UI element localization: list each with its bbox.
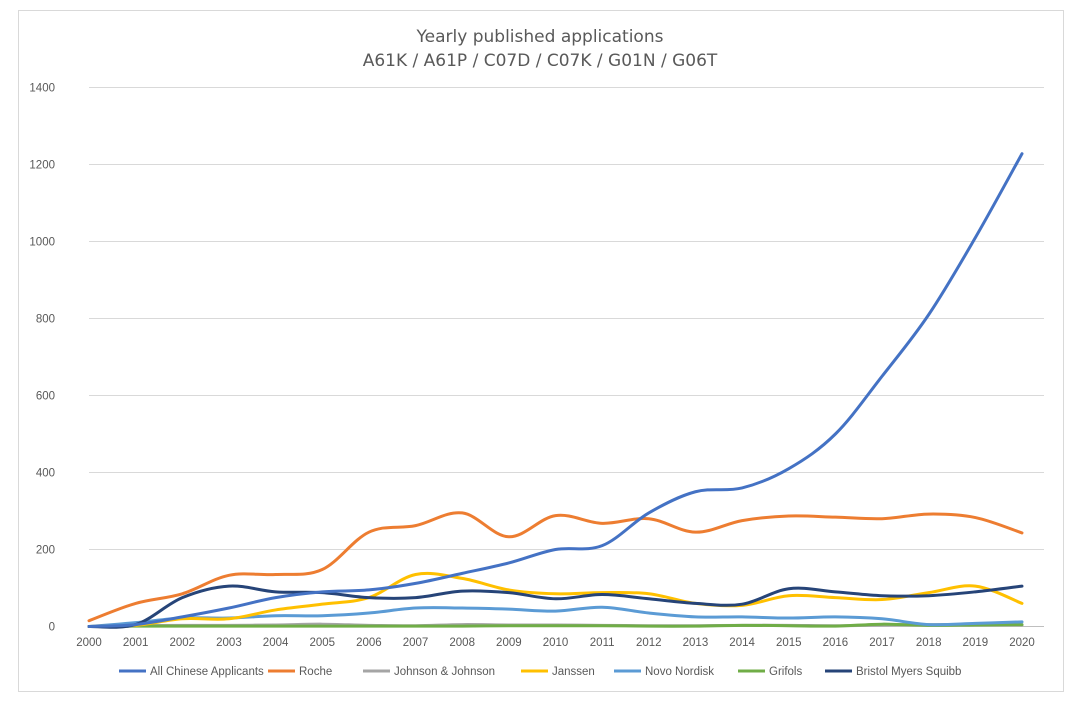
legend-label: All Chinese Applicants [150, 666, 264, 678]
y-tick-label: 1200 [29, 160, 55, 172]
x-tick-label: 2017 [869, 637, 895, 649]
y-tick-label: 0 [49, 622, 55, 634]
y-tick-label: 1000 [29, 237, 55, 249]
y-tick-label: 1400 [29, 83, 55, 95]
y-tick-label: 200 [36, 545, 55, 557]
x-tick-label: 2011 [590, 637, 615, 649]
legend-label: Novo Nordisk [645, 666, 714, 678]
x-tick-label: 2016 [823, 637, 849, 649]
x-axis-ticks: 2000 2001 2002 2003 2004 2005 2006 2007 2008 2009… [76, 637, 1035, 649]
x-tick-label: 2014 [729, 637, 755, 649]
legend-label: Grifols [769, 666, 802, 678]
legend-label: Bristol Myers Squibb [856, 666, 961, 678]
x-tick-label: 2019 [963, 637, 989, 649]
x-tick-label: 2015 [776, 637, 802, 649]
series-line-bristol-myers-squibb [87, 584, 1024, 629]
series-line-janssen [87, 571, 1024, 628]
x-tick-label: 2013 [683, 637, 709, 649]
legend-label: Johnson & Johnson [394, 666, 495, 678]
legend-label: Janssen [552, 666, 595, 678]
x-tick-label: 2005 [309, 637, 335, 649]
gridlines [89, 87, 1044, 627]
legend-label: Roche [299, 666, 332, 678]
x-tick-label: 2004 [263, 637, 289, 649]
x-tick-label: 2001 [123, 637, 149, 649]
series-lines [87, 152, 1024, 629]
x-tick-label: 2003 [216, 637, 242, 649]
legend: All Chinese Applicants Roche Johnson & Joh… [119, 666, 961, 678]
y-tick-label: 400 [36, 468, 55, 480]
y-tick-label: 600 [36, 391, 55, 403]
x-tick-label: 2008 [449, 637, 475, 649]
x-tick-label: 2018 [916, 637, 942, 649]
x-tick-label: 2020 [1009, 637, 1035, 649]
y-axis-ticks: 0 200 400 600 800 1000 1200 1400 [29, 83, 55, 634]
series-line-all-chinese-applicants [87, 152, 1024, 628]
x-tick-label: 2000 [76, 637, 102, 649]
x-tick-label: 2006 [356, 637, 382, 649]
chart-title: Yearly published applications [416, 27, 664, 47]
y-tick-label: 800 [36, 314, 55, 326]
x-tick-label: 2012 [636, 637, 662, 649]
chart-frame [18, 10, 1064, 692]
x-tick-label: 2007 [403, 637, 429, 649]
x-tick-label: 2002 [170, 637, 196, 649]
series-line-roche [87, 511, 1024, 623]
series-line-grifols [87, 622, 1024, 628]
chart-subtitle: A61K / A61P / C07D / C07K / G01N / G06T [363, 51, 718, 71]
x-tick-label: 2009 [496, 637, 522, 649]
x-tick-label: 2010 [543, 637, 569, 649]
